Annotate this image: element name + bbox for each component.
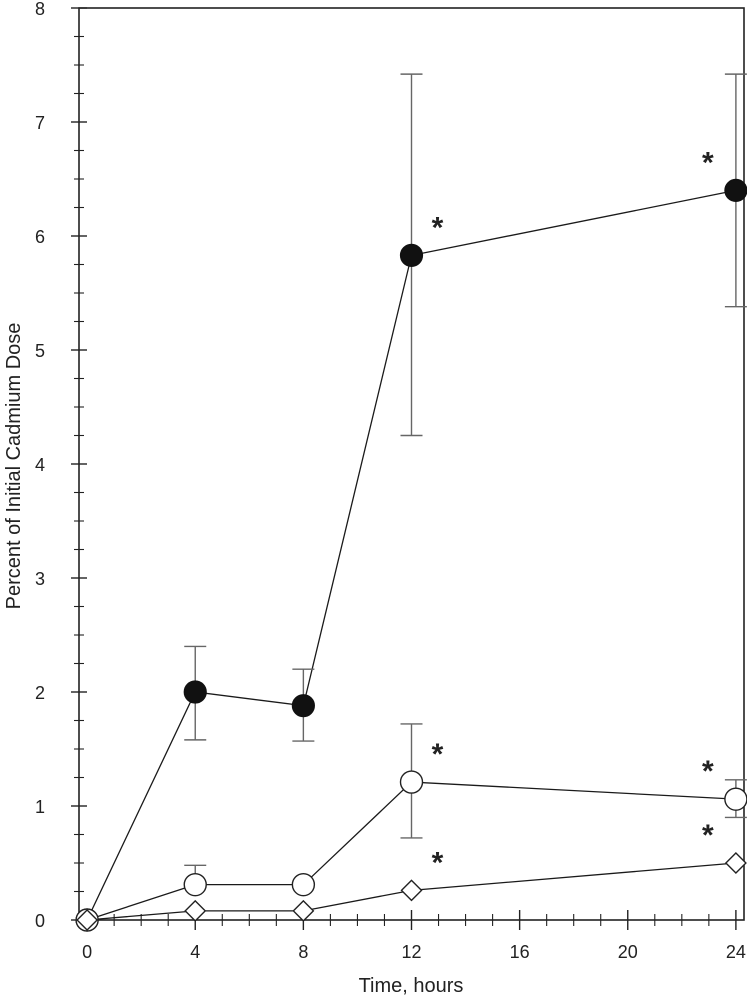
open-diamond-point	[184, 899, 207, 922]
y-tick-label: 3	[35, 569, 45, 589]
y-tick-label: 1	[35, 797, 45, 817]
significance-asterisk: *	[432, 846, 444, 879]
significance-asterisk: *	[432, 211, 444, 244]
filled-circle-point	[291, 694, 315, 718]
y-tick-label: 2	[35, 683, 45, 703]
x-tick-label: 8	[298, 942, 308, 962]
data-markers	[75, 178, 747, 932]
significance-asterisk: *	[702, 755, 714, 788]
open-circle-point	[399, 770, 424, 794]
x-tick-label: 24	[726, 942, 746, 962]
filled-circle-point	[724, 178, 747, 202]
open-diamond-point	[292, 899, 315, 922]
y-tick-label: 7	[35, 113, 45, 133]
error-bars	[184, 73, 747, 885]
open-circle-point	[291, 872, 316, 897]
x-tick-label: 4	[190, 942, 200, 962]
filled-circle-point	[399, 243, 424, 267]
y-tick-label: 4	[35, 455, 45, 475]
significance-asterisk: *	[702, 146, 714, 179]
x-tick-label: 20	[618, 942, 638, 962]
open-diamond-point	[724, 852, 747, 874]
y-tick-label: 6	[35, 227, 45, 247]
x-tick-label: 12	[401, 942, 421, 962]
significance-asterisk: *	[702, 819, 714, 852]
significance-asterisk: *	[432, 738, 444, 771]
open-diamond-point	[76, 909, 99, 931]
x-tick-label: 0	[82, 942, 92, 962]
y-tick-label: 8	[35, 0, 45, 19]
open-circle-point	[724, 787, 747, 811]
y-tick-label: 0	[35, 911, 45, 931]
open-circle-point	[183, 872, 207, 897]
y-tick-label: 5	[35, 341, 45, 361]
filled-circle-point	[183, 680, 207, 704]
open-diamond-point	[400, 879, 423, 902]
y-axis-title: Percent of Initial Cadmium Dose	[3, 323, 25, 610]
annotations: * * * * * *	[432, 146, 714, 879]
x-axis-title: Time, hours	[359, 975, 464, 997]
x-tick-label: 16	[510, 942, 530, 962]
